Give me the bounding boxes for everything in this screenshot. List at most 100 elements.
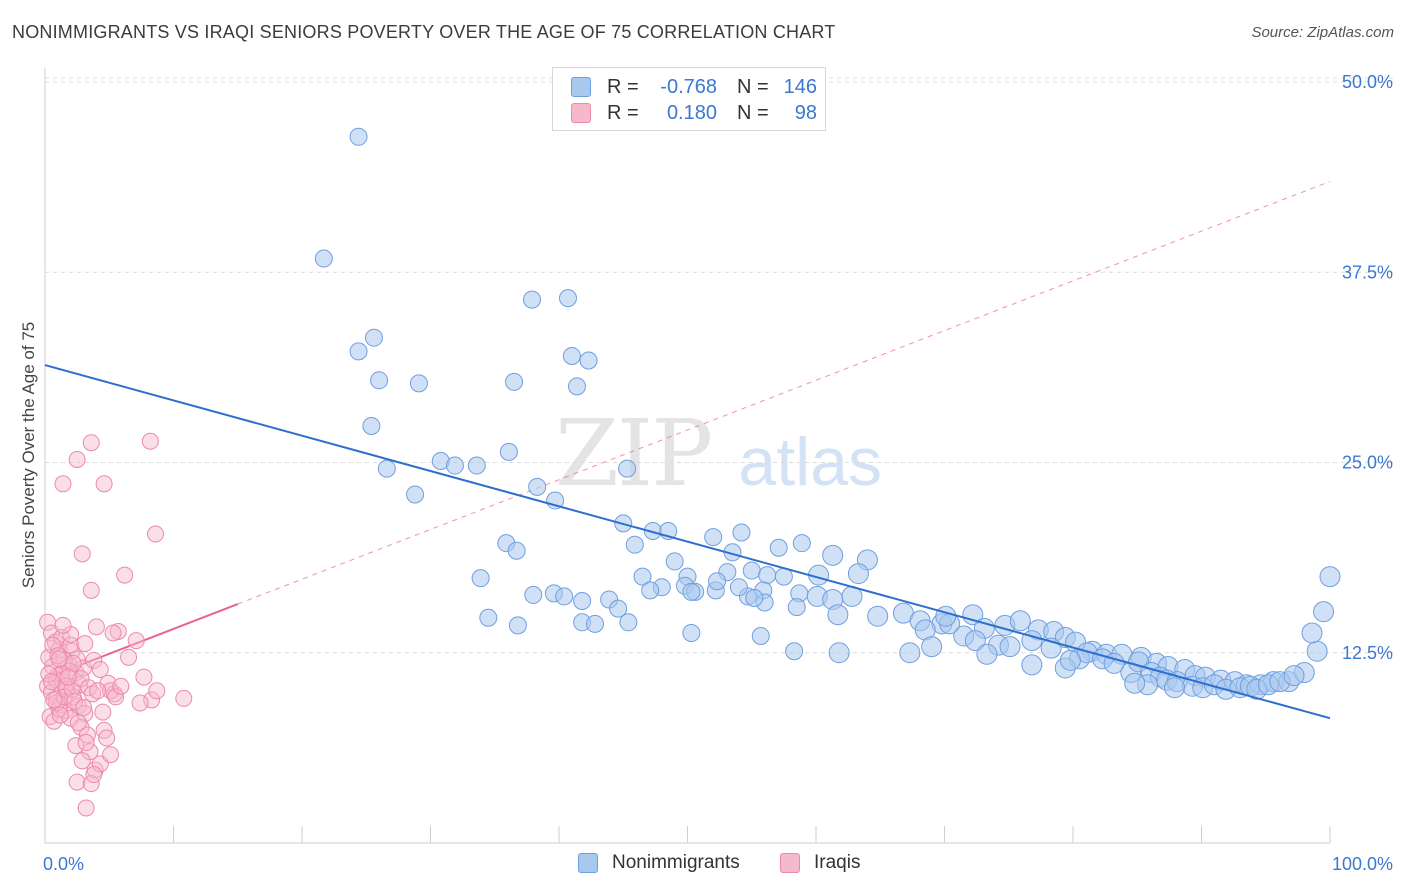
nonimmigrants-point bbox=[625, 535, 644, 554]
watermark-atlas: atlas bbox=[738, 424, 883, 500]
bottom-legend-nonimmigrants: Nonimmigrants bbox=[578, 852, 740, 874]
nonimmigrants-point bbox=[1009, 610, 1031, 632]
legend-n-value: 146 bbox=[783, 75, 817, 98]
iraqis-point bbox=[89, 682, 107, 700]
nonimmigrants-point bbox=[555, 587, 574, 606]
iraqis-point bbox=[120, 648, 138, 666]
nonimmigrants-point bbox=[769, 538, 788, 557]
nonimmigrants-point bbox=[362, 416, 381, 435]
iraqis-point bbox=[77, 734, 95, 752]
iraqis-point bbox=[141, 432, 159, 450]
nonimmigrants-point bbox=[1059, 649, 1081, 671]
nonimmigrants-point bbox=[641, 581, 660, 600]
nonimmigrants-point bbox=[1319, 566, 1341, 588]
nonimmigrants-point bbox=[751, 627, 770, 646]
iraqis-point bbox=[67, 737, 85, 755]
iraqis-point bbox=[148, 682, 166, 700]
nonimmigrants-point bbox=[523, 290, 542, 309]
nonimmigrants-point bbox=[573, 592, 592, 611]
x-tick-label-max: 100.0% bbox=[1332, 854, 1393, 874]
nonimmigrants-point bbox=[665, 552, 684, 571]
iraqis-point bbox=[116, 566, 134, 584]
nonimmigrants-point bbox=[579, 351, 598, 370]
nonimmigrants-trend-line bbox=[44, 364, 1331, 720]
iraqis-point bbox=[85, 766, 103, 784]
nonimmigrants-point bbox=[828, 642, 850, 664]
chart-title: NONIMMIGRANTS VS IRAQI SENIORS POVERTY O… bbox=[12, 22, 836, 42]
nonimmigrants-point bbox=[558, 289, 577, 308]
iraqis-point bbox=[54, 475, 72, 493]
tick-labels: 12.5% 25.0% 37.5% 50.0% 0.0% 100.0% bbox=[43, 72, 1393, 874]
legend-r-label: R = bbox=[607, 75, 639, 98]
iraqis-point bbox=[54, 616, 72, 634]
nonimmigrants-point bbox=[976, 643, 998, 665]
legend-n-label: N = bbox=[737, 101, 769, 124]
nonimmigrants-point bbox=[847, 563, 869, 585]
nonimmigrants-point bbox=[935, 605, 957, 627]
nonimmigrants-point bbox=[508, 616, 527, 635]
legend-row-nonimmigrants: R = -0.768 N = 146 bbox=[571, 75, 817, 99]
iraqis-point bbox=[73, 545, 91, 563]
iraqis-point bbox=[59, 668, 77, 686]
nonimmigrants-point bbox=[867, 605, 889, 627]
iraqis-trend-line bbox=[44, 603, 239, 680]
iraqis-point bbox=[95, 475, 113, 493]
nonimmigrants-point bbox=[528, 477, 547, 496]
nonimmigrants-point bbox=[609, 599, 628, 618]
iraqis-point bbox=[94, 703, 112, 721]
iraqis-point bbox=[131, 694, 149, 712]
nonimmigrants-point bbox=[787, 598, 806, 617]
nonimmigrants-point bbox=[1021, 654, 1043, 676]
iraqis-point bbox=[104, 624, 122, 642]
nonimmigrants-points bbox=[314, 127, 1341, 700]
nonimmigrants-point bbox=[633, 567, 652, 586]
nonimmigrants-point bbox=[562, 346, 581, 365]
nonimmigrants-point bbox=[742, 561, 761, 580]
iraqis-point bbox=[135, 668, 153, 686]
nonimmigrants-point bbox=[1306, 640, 1328, 662]
nonimmigrants-point bbox=[471, 569, 490, 588]
y-tick-label: 50.0% bbox=[1342, 72, 1393, 92]
nonimmigrants-point bbox=[524, 585, 543, 604]
x-tick-label-min: 0.0% bbox=[43, 854, 84, 874]
iraqis-point bbox=[102, 746, 120, 764]
nonimmigrants-point bbox=[364, 328, 383, 347]
iraqis-points bbox=[39, 432, 193, 817]
nonimmigrants-point bbox=[567, 377, 586, 396]
y-tick-label: 25.0% bbox=[1342, 453, 1393, 473]
source-label: Source: ZipAtlas.com bbox=[1251, 24, 1394, 41]
nonimmigrants-point bbox=[962, 604, 984, 626]
nonimmigrants-point bbox=[409, 374, 428, 393]
nonimmigrants-point bbox=[377, 459, 396, 478]
iraqis-point bbox=[107, 688, 125, 706]
nonimmigrants-point bbox=[1164, 677, 1186, 699]
bottom-legend-label: Iraqis bbox=[814, 852, 861, 873]
iraqis-point bbox=[82, 434, 100, 452]
nonimmigrants-point bbox=[682, 582, 701, 601]
nonimmigrants-point bbox=[827, 604, 849, 626]
iraqis-point bbox=[45, 691, 63, 709]
iraqis-point bbox=[147, 525, 165, 543]
nonimmigrants-point bbox=[899, 642, 921, 664]
iraqis-point bbox=[84, 685, 102, 703]
iraqis-point bbox=[51, 706, 69, 724]
legend-r-value: -0.768 bbox=[660, 75, 717, 98]
y-tick-label: 12.5% bbox=[1342, 643, 1393, 663]
iraqis-point bbox=[175, 689, 193, 707]
nonimmigrants-point bbox=[349, 342, 368, 361]
nonimmigrants-point bbox=[704, 528, 723, 547]
iraqis-point bbox=[91, 660, 109, 678]
grid-lines bbox=[45, 77, 1393, 654]
iraqis-point bbox=[87, 618, 105, 636]
nonimmigrants-point bbox=[745, 588, 764, 607]
nonimmigrants-point bbox=[467, 456, 486, 475]
nonimmigrants-point bbox=[349, 127, 368, 146]
nonimmigrants-point bbox=[822, 544, 844, 566]
watermark: ZIP atlas bbox=[555, 400, 882, 507]
iraqis-trend bbox=[44, 180, 1331, 680]
legend-r-label: R = bbox=[607, 101, 639, 124]
iraqis-point bbox=[69, 714, 87, 732]
iraqis-point bbox=[76, 635, 94, 653]
iraqis-point bbox=[75, 699, 93, 717]
